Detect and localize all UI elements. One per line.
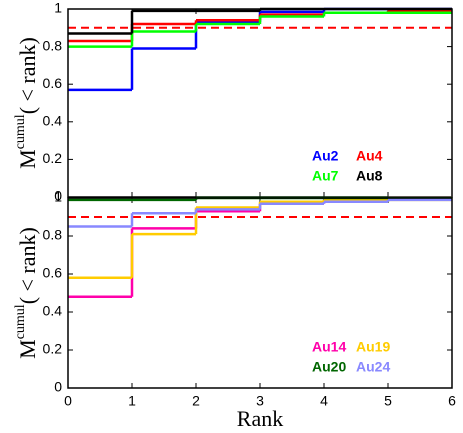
y-axis-label-sup: cumul — [13, 304, 28, 339]
x-axis-label: Rank — [237, 406, 283, 431]
axes-frame — [67, 197, 453, 389]
x-tick-label: 1 — [128, 393, 136, 409]
legend-entry: Au19 — [356, 339, 390, 355]
legend-entry: Au4 — [356, 148, 383, 164]
y-tick-label: 0.2 — [43, 150, 63, 166]
y-axis-label-rest: ( < rank) — [15, 37, 40, 114]
y-tick-label: 0.8 — [43, 227, 63, 243]
x-tick-label: 5 — [384, 393, 392, 409]
legend-entry: Au2 — [312, 148, 339, 164]
y-tick-label: 0 — [54, 379, 62, 395]
x-tick-label: 3 — [256, 393, 264, 409]
legend-entry: Au7 — [312, 168, 339, 184]
legend-entry: Au20 — [312, 359, 346, 375]
y-tick-label: 0.8 — [43, 37, 63, 53]
legend-entry: Au24 — [356, 359, 390, 375]
axes-frame — [67, 8, 453, 198]
y-tick-label: 0.6 — [43, 75, 63, 91]
y-tick-label: 0.4 — [43, 303, 63, 319]
y-axis-label: Mcumul( < rank) — [13, 227, 40, 359]
y-tick-label: 0.6 — [43, 265, 63, 281]
y-axis-label: Mcumul( < rank) — [13, 37, 40, 169]
x-tick-label: 2 — [192, 393, 200, 409]
y-axis-label-sup: cumul — [13, 114, 28, 149]
y-axis-label-main: M — [15, 149, 40, 169]
y-tick-label: 0 — [54, 188, 62, 204]
legend-entry: Au14 — [312, 339, 346, 355]
x-tick-label: 6 — [448, 393, 456, 409]
x-tick-label: 0 — [64, 393, 72, 409]
y-tick-label: 0.2 — [43, 341, 63, 357]
y-tick-label: 1 — [54, 189, 62, 205]
x-tick-label: 4 — [320, 393, 328, 409]
y-axis-label-main: M — [15, 339, 40, 359]
y-axis-label-rest: ( < rank) — [15, 227, 40, 304]
legend-entry: Au8 — [356, 168, 383, 184]
y-tick-label: 0.4 — [43, 113, 63, 129]
y-tick-label: 1 — [54, 0, 62, 16]
